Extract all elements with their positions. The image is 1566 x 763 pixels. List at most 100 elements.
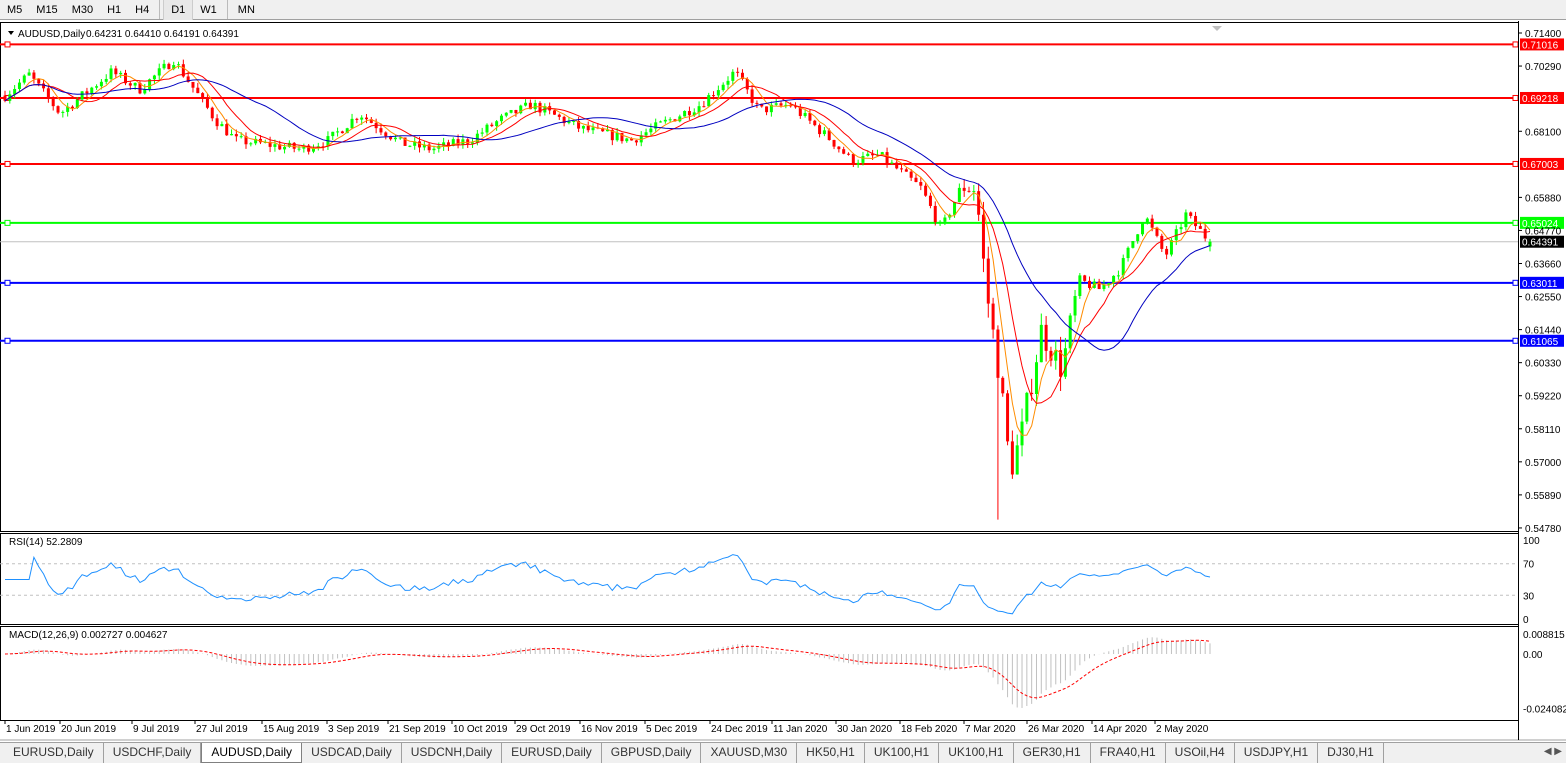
candle-body [133, 82, 137, 86]
level-handle[interactable] [1512, 279, 1519, 286]
dropdown-triangle-icon[interactable] [8, 31, 14, 35]
chart-tab[interactable]: GER30,H1 [1014, 743, 1091, 763]
price-tick-label: 0.70290 [1525, 62, 1562, 73]
candle-body [283, 146, 287, 150]
chart-tab[interactable]: USDCNH,Daily [402, 743, 503, 763]
candle-body [1054, 350, 1058, 361]
chart-tab[interactable]: GBPUSD,Daily [602, 743, 702, 763]
candle-body [75, 99, 79, 109]
candle-body [866, 153, 870, 157]
chart-tab[interactable]: AUDUSD,Daily [201, 743, 303, 763]
candle-body [360, 117, 364, 120]
chart-tab[interactable]: USDCHF,Daily [104, 743, 202, 763]
level-price-label: 0.71016 [1522, 40, 1559, 51]
chart-tab[interactable]: XAUUSD,M30 [701, 743, 798, 763]
candle-body [413, 141, 417, 146]
level-handle[interactable] [4, 160, 11, 167]
candle-body [659, 121, 663, 123]
level-handle[interactable] [1512, 94, 1519, 101]
candle-body [856, 162, 860, 165]
candle-body [1020, 421, 1024, 446]
candle-body [793, 106, 797, 108]
candle-body [1059, 350, 1063, 377]
candle-body [760, 103, 764, 107]
timeframe-m30[interactable]: M30 [71, 4, 94, 16]
date-tick-label: 27 Jul 2019 [196, 724, 248, 735]
candle-body [822, 130, 826, 135]
chart-tab[interactable]: FRA40,H1 [1091, 743, 1166, 763]
timeframe-h1[interactable]: H1 [107, 4, 122, 16]
candle-body [567, 121, 571, 124]
timeframe-mn[interactable]: MN [237, 4, 255, 16]
candle-body [307, 145, 311, 152]
candle-body [880, 152, 884, 155]
candle-body [475, 133, 479, 143]
candle-body [774, 103, 778, 105]
candle-body [495, 121, 499, 127]
timeframe-h4[interactable]: H4 [135, 4, 150, 16]
candle-body [707, 95, 711, 107]
candle-body [991, 303, 995, 330]
candle-body [321, 146, 325, 148]
candle-body [832, 140, 836, 147]
candle-body [340, 131, 344, 134]
candle-body [403, 137, 407, 146]
candle-body [1126, 247, 1130, 259]
date-tick-label: 16 Nov 2019 [581, 724, 638, 735]
candle-body [17, 82, 21, 89]
price-tick-label: 0.60330 [1525, 359, 1562, 370]
candle-body [234, 134, 238, 137]
chart-tab[interactable]: EURUSD,Daily [502, 743, 602, 763]
chart-symbol: AUDUSD,Daily [18, 29, 85, 40]
level-handle[interactable] [1512, 337, 1519, 344]
timeframe-w1[interactable]: W1 [200, 4, 217, 16]
level-handle[interactable] [4, 279, 11, 286]
chart-tab[interactable]: DJ30,H1 [1318, 743, 1384, 763]
candle-body [919, 182, 923, 186]
candle-body [471, 142, 475, 144]
level-handle[interactable] [1512, 160, 1519, 167]
price-tick-label: 0.55890 [1525, 491, 1562, 502]
chart-tab[interactable]: USDCAD,Daily [302, 743, 402, 763]
chart-tab[interactable]: UK100,H1 [865, 743, 940, 763]
candle-body [716, 90, 720, 96]
chart-tab[interactable]: USDJPY,H1 [1235, 743, 1319, 763]
candle-body [1169, 240, 1173, 255]
candle-body [278, 144, 282, 150]
candle-body [740, 72, 744, 79]
candle-body [663, 119, 667, 122]
timeframe-m5[interactable]: M5 [7, 4, 23, 16]
candle-body [654, 122, 658, 129]
candle-body [485, 124, 489, 133]
level-handle[interactable] [1512, 219, 1519, 226]
rsi-tick-label: 30 [1523, 591, 1535, 602]
level-handle[interactable] [4, 219, 11, 226]
price-chart[interactable]: 0.71016 0.69218 0.67003 0.65024 0.63011 0.610… [0, 21, 1566, 741]
tab-scroll-arrows[interactable]: ◀ ▶ [1543, 746, 1562, 757]
level-handle[interactable] [4, 41, 11, 48]
candle-body [1184, 212, 1188, 228]
candle-body [572, 120, 576, 122]
candle-body [528, 102, 532, 110]
chart-tab[interactable]: UK100,H1 [939, 743, 1014, 763]
timeframe-d1[interactable]: D1 [163, 0, 194, 20]
candle-body [191, 81, 195, 88]
candle-body [630, 138, 634, 141]
chart-tab[interactable]: USOil,H4 [1166, 743, 1235, 763]
timeframe-m15[interactable]: M15 [36, 4, 58, 16]
level-handle[interactable] [1512, 41, 1519, 48]
candle-body [784, 104, 788, 106]
chart-tab[interactable]: HK50,H1 [797, 743, 865, 763]
candle-body [311, 148, 315, 152]
candle-body [37, 78, 41, 84]
level-handle[interactable] [4, 337, 11, 344]
candle-body [95, 86, 99, 88]
candle-body [408, 145, 412, 147]
chart-tab[interactable]: EURUSD,Daily [4, 743, 104, 763]
price-tick-label: 0.62550 [1525, 293, 1562, 304]
level-price-label: 0.63011 [1522, 279, 1558, 290]
shift-marker-icon[interactable] [1212, 26, 1222, 31]
level-price-label: 0.69218 [1522, 94, 1559, 105]
date-tick-label: 26 Mar 2020 [1028, 724, 1085, 735]
candle-body [721, 84, 725, 91]
